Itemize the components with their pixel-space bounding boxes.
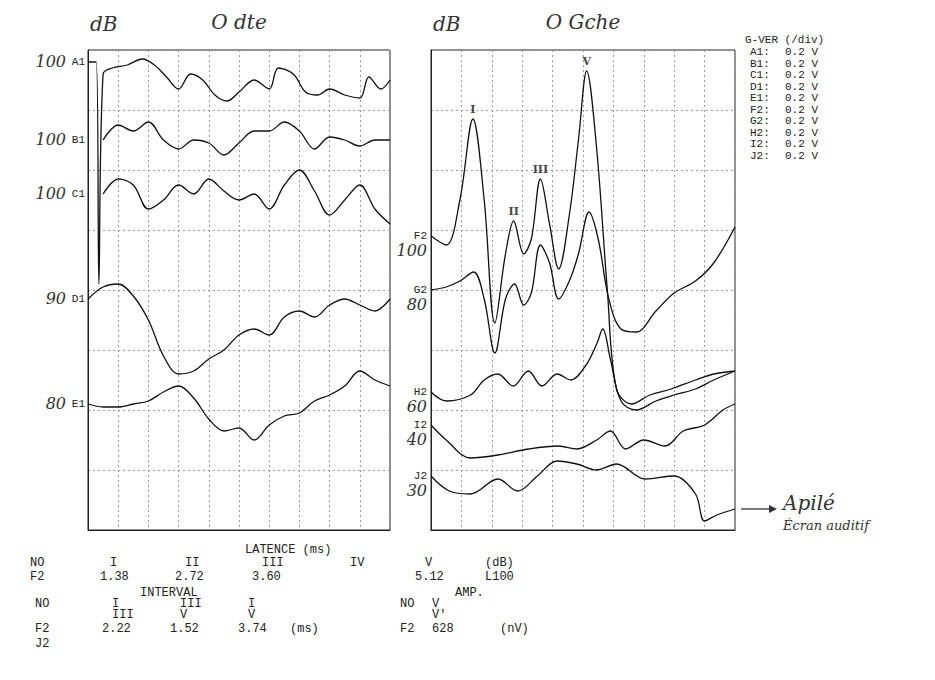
html-text:V: V [248,608,256,622]
html-text:E1: E1 [71,397,85,410]
html-text:V': V' [432,608,447,622]
html-text:J2:: J2: [750,149,770,161]
html-text:E1:: E1: [750,91,770,104]
html-text:I: I [112,597,120,611]
html-text:J2: J2 [413,469,427,482]
html-text:(nV): (nV) [500,622,529,636]
html-text:80: 80 [406,295,427,314]
html-text:II: II [185,556,200,570]
html-text:40: 40 [406,430,427,449]
html-text:0.2 V: 0.2 V [785,45,818,58]
html-text:NO: NO [30,556,45,570]
html-text:80: 80 [45,394,66,413]
html-text:dB: dB [433,12,461,36]
svg-text:I: I [470,103,475,116]
html-text:G2: G2 [413,283,427,296]
html-text:I: I [248,597,256,611]
html-text:H2:: H2: [750,126,770,138]
html-text:dB: dB [90,12,118,36]
html-text:100: 100 [396,241,427,260]
html-text:I2:: I2: [750,137,770,150]
html-text:F2: F2 [30,570,45,584]
html-text:2.72: 2.72 [175,570,204,584]
html-text:0.2 V: 0.2 V [785,114,818,127]
html-text:0.2 V: 0.2 V [785,68,818,81]
html-text:B1: B1 [71,133,85,146]
html-text:D1: D1 [71,292,85,305]
html-text:100: 100 [35,184,66,203]
html-text:60: 60 [406,397,427,416]
html-text:30: 30 [406,481,427,500]
html-text:A1: A1 [71,55,85,68]
html-text:0.2 V: 0.2 V [785,103,818,115]
html-text:III: III [180,597,202,611]
html-text:100: 100 [35,52,66,71]
html-text:A1:: A1: [750,45,770,58]
html-text:0.2 V: 0.2 V [785,80,818,92]
html-text:5.12: 5.12 [415,570,444,584]
html-text:F2:: F2: [750,103,770,115]
html-text:100: 100 [35,130,66,149]
html-text:0.2 V: 0.2 V [785,149,818,161]
html-text:NO: NO [400,597,415,611]
html-text:Écran auditif: Écran auditif [783,517,869,533]
html-text:628: 628 [432,622,454,636]
svg-text:II: II [509,205,519,218]
html-text:90: 90 [45,289,66,308]
svg-text:III: III [533,163,548,176]
html-text:0.2 V: 0.2 V [785,91,818,104]
html-text:LATENCE (ms): LATENCE (ms) [245,543,332,557]
html-text:NO: NO [35,597,50,611]
html-text:1.52: 1.52 [170,622,199,636]
html-text:O Gche: O Gche [545,10,621,34]
html-text:IV: IV [350,556,365,570]
html-text:L100: L100 [485,570,514,584]
html-text:F2: F2 [35,622,50,636]
html-text:(ms): (ms) [290,622,319,636]
html-text:I2: I2 [413,418,427,431]
html-text:3.74: 3.74 [238,622,267,636]
html-text:1.38: 1.38 [100,570,129,584]
html-text:V: V [425,556,433,570]
svg-text:V: V [581,55,591,68]
html-text:B1:: B1: [750,57,770,69]
html-text:AMP.: AMP. [455,586,484,600]
html-text:0.2 V: 0.2 V [785,126,818,138]
html-text:0.2 V: 0.2 V [785,57,818,69]
html-text:J2: J2 [35,637,50,651]
html-text:F2: F2 [400,622,415,636]
html-text:V: V [432,597,440,611]
html-text:3.60: 3.60 [252,570,281,584]
html-text:D1:: D1: [750,80,770,92]
html-text:F2: F2 [413,229,427,242]
html-text:G-VER (/div): G-VER (/div) [745,33,825,46]
html-text:III: III [112,608,134,622]
html-text:V: V [180,608,188,622]
html-text:G2:: G2: [750,114,770,127]
html-text:I: I [110,556,118,570]
html-text:(dB): (dB) [485,556,514,570]
html-text:III: III [262,556,284,570]
html-text:C1: C1 [71,187,85,200]
html-text:INTERVAL: INTERVAL [140,586,198,600]
html-text:O dte: O dte [211,10,267,34]
html-text:2.22: 2.22 [102,622,131,636]
html-text:H2: H2 [413,385,427,398]
html-text:Apilé: Apilé [783,491,835,515]
html-text:C1:: C1: [750,68,770,81]
html-text:0.2 V: 0.2 V [785,137,818,150]
